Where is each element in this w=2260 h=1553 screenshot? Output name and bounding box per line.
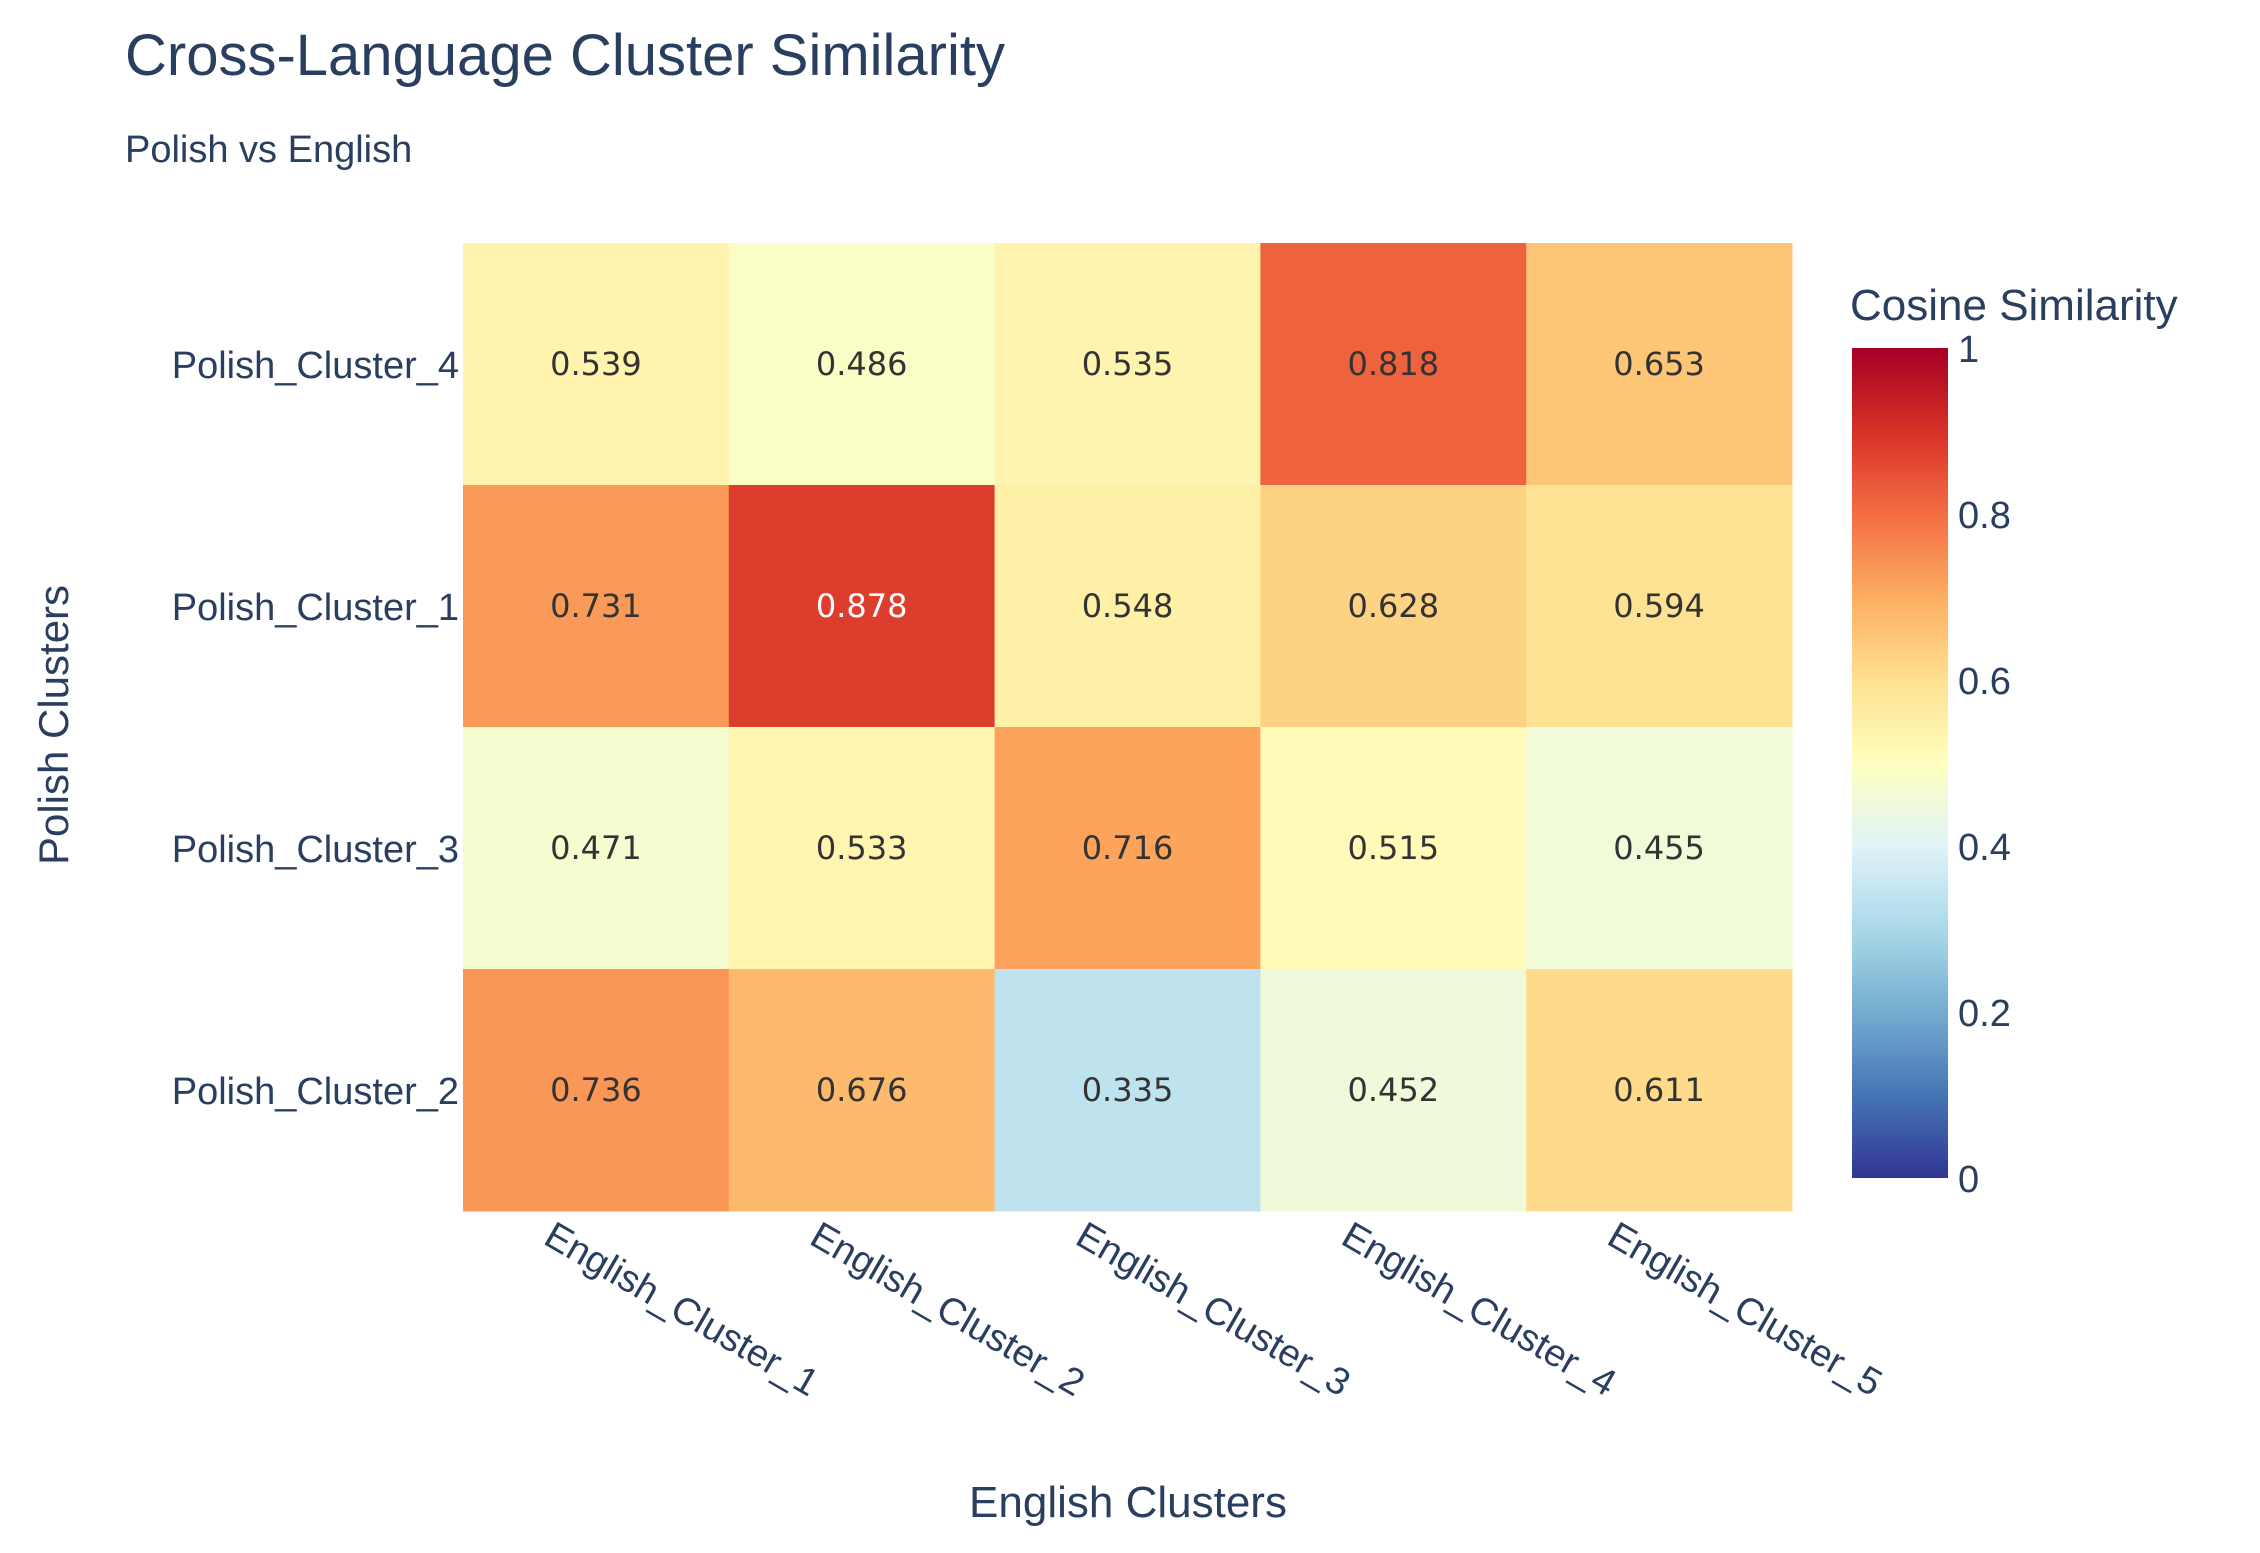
y-axis-title: Polish Clusters xyxy=(30,585,77,865)
cell-value-label: 0.653 xyxy=(1613,345,1705,383)
cell-value-label: 0.539 xyxy=(550,345,642,383)
heatmap-cell xyxy=(1260,727,1527,970)
heatmap-cell xyxy=(1526,243,1793,486)
cell-value-label: 0.878 xyxy=(816,587,908,625)
colorbar-title: Cosine Similarity xyxy=(1850,281,2178,330)
heatmap-cell xyxy=(463,243,730,486)
heatmap-cell xyxy=(1260,243,1527,486)
cell-value-label: 0.535 xyxy=(1082,345,1174,383)
heatmap-cell xyxy=(728,485,996,728)
colorbar-tick-label: 0.2 xyxy=(1958,993,2011,1035)
heatmap-cell xyxy=(728,969,996,1212)
cell-value-label: 0.736 xyxy=(550,1071,642,1109)
cell-value-label: 0.548 xyxy=(1082,587,1174,625)
cell-value-label: 0.533 xyxy=(816,829,908,867)
cell-value-label: 0.515 xyxy=(1347,829,1439,867)
heatmap-cell xyxy=(1526,969,1793,1212)
cell-value-label: 0.335 xyxy=(1082,1071,1174,1109)
heatmap-cell xyxy=(728,727,996,970)
cell-value-label: 0.594 xyxy=(1613,587,1705,625)
heatmap-cell xyxy=(994,485,1261,728)
cell-value-label: 0.455 xyxy=(1613,829,1705,867)
x-tick-label: English_Cluster_1 xyxy=(537,1214,825,1405)
cell-value-label: 0.452 xyxy=(1347,1071,1439,1109)
chart-subtitle: Polish vs English xyxy=(125,129,412,171)
y-tick-label: Polish_Cluster_4 xyxy=(172,345,459,387)
colorbar-tick-label: 0 xyxy=(1958,1159,1979,1201)
x-tick-label: English_Cluster_5 xyxy=(1601,1214,1889,1405)
colorbar-tick-label: 0.8 xyxy=(1958,495,2011,537)
heatmap-cell xyxy=(463,969,730,1212)
chart-title: Cross-Language Cluster Similarity xyxy=(125,23,1005,88)
cell-value-label: 0.818 xyxy=(1347,345,1439,383)
cell-value-label: 0.676 xyxy=(816,1071,908,1109)
cell-value-label: 0.486 xyxy=(816,345,908,383)
x-tick-label: English_Cluster_2 xyxy=(803,1214,1091,1405)
y-tick-label: Polish_Cluster_2 xyxy=(172,1071,459,1113)
heatmap-cell xyxy=(994,727,1261,970)
cell-value-label: 0.731 xyxy=(550,587,642,625)
x-axis-title: English Clusters xyxy=(969,1478,1287,1527)
x-axis-ticks: English_Cluster_1English_Cluster_2Englis… xyxy=(537,1214,1888,1405)
heatmap-cell xyxy=(728,243,996,486)
heatmap-cell xyxy=(1260,485,1527,728)
y-axis-ticks: Polish_Cluster_4 Polish_Cluster_1 Polish_C… xyxy=(172,345,459,1113)
cell-value-label: 0.611 xyxy=(1613,1071,1705,1109)
colorbar-tick-label: 1 xyxy=(1958,329,1979,371)
y-tick-label: Polish_Cluster_3 xyxy=(172,829,459,871)
heatmap-cells: 0.539 0.486 0.535 0.818 0.653 0.731 0.878 0.548… xyxy=(463,243,1793,1212)
cell-value-label: 0.628 xyxy=(1347,587,1439,625)
cell-value-label: 0.716 xyxy=(1082,829,1174,867)
colorbar xyxy=(1852,348,1948,1178)
heatmap-cell xyxy=(463,727,730,970)
y-tick-label: Polish_Cluster_1 xyxy=(172,587,459,629)
x-tick-label: English_Cluster_3 xyxy=(1069,1214,1357,1405)
heatmap-cell xyxy=(1260,969,1527,1212)
heatmap-cell xyxy=(463,485,730,728)
cell-value-label: 0.471 xyxy=(550,829,642,867)
colorbar-tick-label: 0.4 xyxy=(1958,827,2011,869)
heatmap-cell xyxy=(1526,727,1793,970)
heatmap-cell xyxy=(1526,485,1793,728)
colorbar-tick-label: 0.6 xyxy=(1958,661,2011,703)
heatmap-cell xyxy=(994,969,1261,1212)
heatmap-cell xyxy=(994,243,1261,486)
colorbar-ticks: 0 0.2 0.4 0.6 0.8 1 xyxy=(1958,329,2011,1201)
x-tick-label: English_Cluster_4 xyxy=(1335,1214,1623,1405)
